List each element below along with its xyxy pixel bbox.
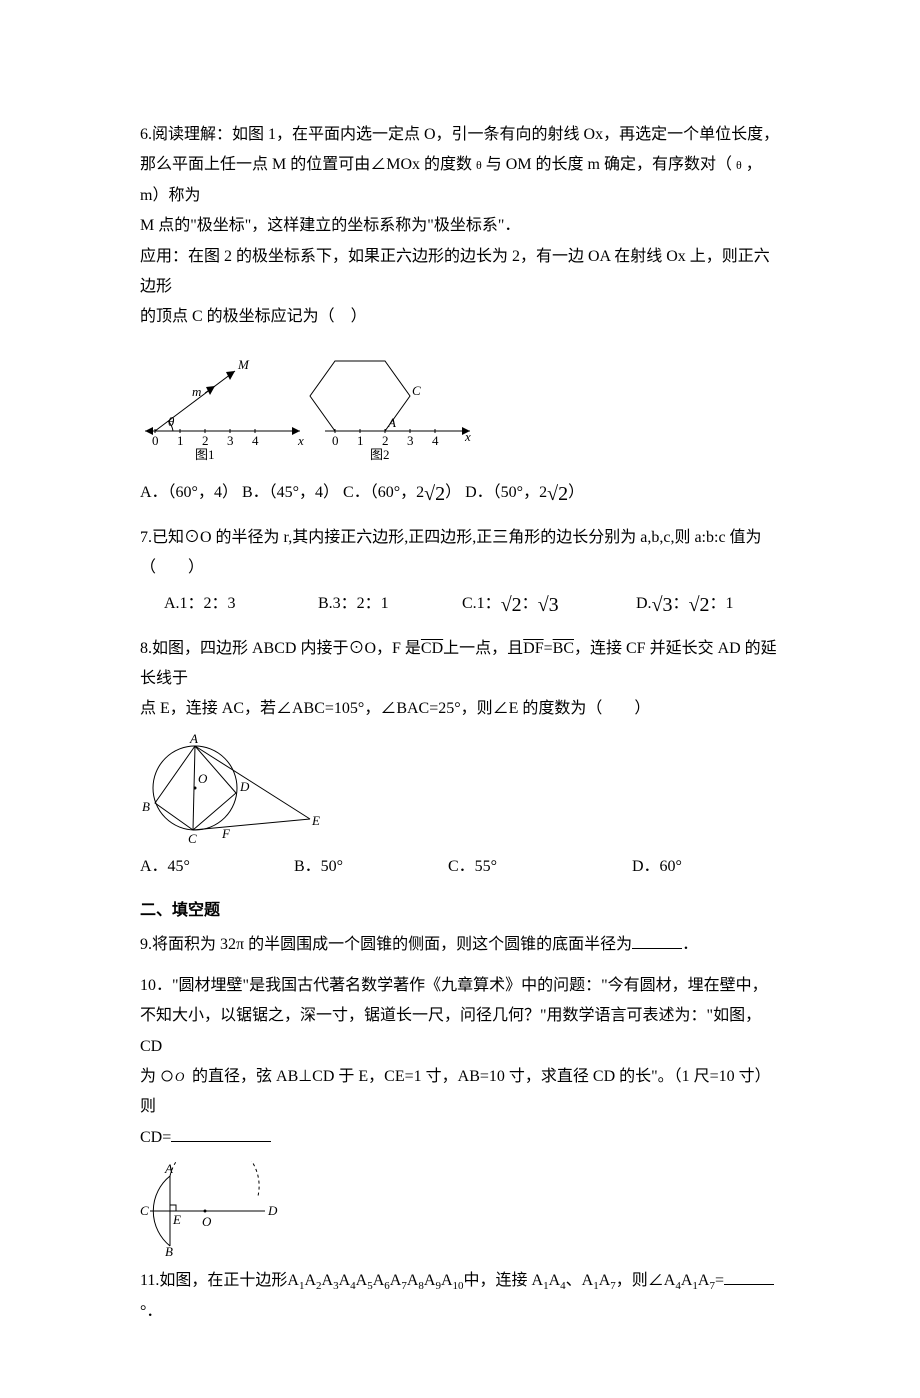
- q7-optB: B.3：2：1: [318, 589, 458, 619]
- q8-l1: 8.如图，四边形 ABCD 内接于⊙O，F 是CD上一点，且DF=BC，连接 C…: [140, 634, 780, 695]
- q7-options: A.1：2：3 B.3：2：1 C.1：√2：√3 D.√3：√2：1: [140, 586, 780, 624]
- question-8: 8.如图，四边形 ABCD 内接于⊙O，F 是CD上一点，且DF=BC，连接 C…: [140, 634, 780, 883]
- svg-text:图2: 图2: [370, 447, 390, 462]
- svg-text:4: 4: [432, 433, 439, 448]
- q6-optA: A．（60°，4）: [140, 478, 238, 508]
- q11-blank: [724, 1268, 774, 1285]
- svg-text:E: E: [172, 1212, 181, 1227]
- q8-svg: A B C D F E O: [140, 733, 340, 848]
- svg-text:3: 3: [227, 433, 234, 448]
- svg-text:图1: 图1: [195, 447, 215, 462]
- svg-text:0: 0: [332, 433, 339, 448]
- svg-text:1: 1: [357, 433, 364, 448]
- q8-optC: C．55°: [448, 852, 628, 882]
- q10-blank: [171, 1125, 271, 1142]
- svg-text:2: 2: [202, 433, 209, 448]
- q10-l3: 为 O 的直径，弦 AB⊥CD 于 E，CE=1 寸，AB=10 寸，求直径 C…: [140, 1062, 780, 1123]
- q7-optC: C.1：√2：√3: [462, 586, 632, 624]
- q10-figure: A B C D E O: [140, 1161, 780, 1256]
- q10-svg: A B C D E O: [140, 1161, 290, 1256]
- svg-text:θ: θ: [168, 414, 175, 429]
- svg-text:A: A: [387, 415, 396, 430]
- q6-p1: 6.阅读理解：如图 1，在平面内选一定点 O，引一条有向的射线 Ox，再选定一个…: [140, 120, 780, 150]
- q9-text: 9.将面积为 32π 的半圆围成一个圆锥的侧面，则这个圆锥的底面半径为．: [140, 930, 780, 960]
- q6-figures: 0 1 2 3 4 x M m θ 图1: [140, 341, 780, 471]
- svg-text:A: A: [189, 733, 198, 746]
- q6-optC: C．（60°，2√2）: [343, 475, 461, 513]
- svg-text:0: 0: [152, 433, 159, 448]
- q6-options: A．（60°，4） B．（45°，4） C．（60°，2√2） D．（50°，2…: [140, 475, 780, 513]
- q6-p4: 应用：在图 2 的极坐标系下，如果正六边形的边长为 2，有一边 OA 在射线 O…: [140, 242, 780, 303]
- svg-text:F: F: [221, 826, 231, 841]
- svg-text:E: E: [311, 813, 320, 828]
- q10-l2: 不知大小，以锯锯之，深一寸，锯道长一尺，问径几何？"用数学语言可表述为："如图，…: [140, 1001, 780, 1062]
- svg-text:1: 1: [177, 433, 184, 448]
- question-6: 6.阅读理解：如图 1，在平面内选一定点 O，引一条有向的射线 Ox，再选定一个…: [140, 120, 780, 513]
- q6-p2: 那么平面上任一点 M 的位置可由∠MOx 的度数 θ 与 OM 的长度 m 确定…: [140, 150, 780, 211]
- svg-text:O: O: [198, 771, 208, 786]
- circle-o-icon: O: [160, 1069, 188, 1083]
- svg-text:B: B: [142, 799, 150, 814]
- question-9: 9.将面积为 32π 的半圆围成一个圆锥的侧面，则这个圆锥的底面半径为．: [140, 930, 780, 960]
- svg-text:O: O: [175, 1069, 185, 1083]
- q8-optD: D．60°: [632, 852, 682, 882]
- svg-text:3: 3: [407, 433, 414, 448]
- svg-text:4: 4: [252, 433, 259, 448]
- svg-text:C: C: [188, 831, 197, 846]
- q9-blank: [632, 932, 682, 949]
- svg-text:D: D: [239, 779, 250, 794]
- q6-optD: D．（50°，2√2）: [465, 475, 584, 513]
- q8-optB: B．50°: [294, 852, 444, 882]
- question-7: 7.已知⊙O 的半径为 r,其内接正六边形,正四边形,正三角形的边长分别为 a,…: [140, 523, 780, 624]
- svg-text:m: m: [192, 384, 201, 399]
- svg-text:x: x: [297, 433, 304, 448]
- q7-l2: （ ）: [140, 553, 780, 583]
- q8-optA: A．45°: [140, 852, 290, 882]
- q8-options: A．45° B．50° C．55° D．60°: [140, 852, 780, 882]
- q8-figure: A B C D F E O: [140, 733, 780, 848]
- svg-text:D: D: [267, 1203, 278, 1218]
- svg-text:O: O: [202, 1214, 212, 1229]
- q8-l2: 点 E，连接 AC，若∠ABC=105°，∠BAC=25°，则∠E 的度数为（ …: [140, 694, 780, 724]
- q6-p3: M 点的"极坐标"，这样建立的坐标系称为"极坐标系"．: [140, 211, 780, 241]
- svg-text:A: A: [164, 1161, 173, 1176]
- q6-optB: B．（45°，4）: [242, 478, 339, 508]
- svg-text:x: x: [464, 429, 471, 444]
- svg-text:2: 2: [382, 433, 389, 448]
- svg-text:B: B: [165, 1244, 173, 1256]
- svg-text:M: M: [237, 357, 250, 372]
- question-10: 10．"圆材埋壁"是我国古代著名数学著作《九章算术》中的问题："今有圆材，埋在壁…: [140, 971, 780, 1256]
- q7-optA: A.1：2：3: [164, 589, 314, 619]
- q6-svg: 0 1 2 3 4 x M m θ 图1: [140, 341, 480, 471]
- q10-l1: 10．"圆材埋壁"是我国古代著名数学著作《九章算术》中的问题："今有圆材，埋在壁…: [140, 971, 780, 1001]
- question-11: 11.如图，在正十边形A1A2A3A4A5A6A7A8A9A10中，连接 A1A…: [140, 1266, 780, 1327]
- q6-p5: 的顶点 C 的极坐标应记为（ ）: [140, 302, 780, 332]
- svg-text:C: C: [412, 383, 421, 398]
- q7-optD: D.√3：√2：1: [636, 586, 734, 624]
- section-2-title: 二、填空题: [140, 896, 780, 926]
- q11-text: 11.如图，在正十边形A1A2A3A4A5A6A7A8A9A10中，连接 A1A…: [140, 1266, 780, 1327]
- svg-text:C: C: [140, 1203, 149, 1218]
- q10-l4: CD=: [140, 1123, 780, 1153]
- q7-l1: 7.已知⊙O 的半径为 r,其内接正六边形,正四边形,正三角形的边长分别为 a,…: [140, 523, 780, 553]
